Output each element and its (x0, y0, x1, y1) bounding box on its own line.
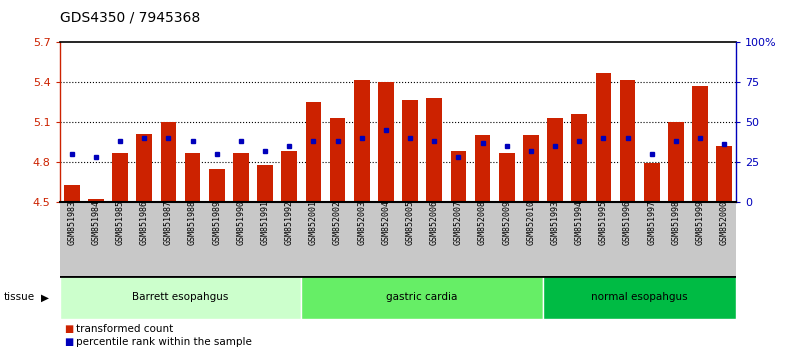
Bar (233, 153, 249, 202)
Bar (620, 80, 635, 202)
Text: tissue: tissue (4, 292, 35, 302)
Bar (595, 73, 611, 202)
Bar (302, 276, 543, 319)
Text: normal esopahgus: normal esopahgus (591, 292, 688, 302)
Bar (161, 122, 176, 202)
Text: percentile rank within the sample: percentile rank within the sample (76, 337, 252, 347)
Bar (64, 184, 80, 202)
Bar (474, 135, 490, 202)
Text: ■: ■ (64, 324, 73, 334)
Text: Barrett esopahgus: Barrett esopahgus (132, 292, 228, 302)
Text: ▶: ▶ (41, 292, 49, 302)
Text: GDS4350 / 7945368: GDS4350 / 7945368 (60, 11, 200, 25)
Bar (282, 152, 297, 202)
Bar (543, 276, 736, 319)
Bar (644, 163, 660, 202)
Text: gastric cardia: gastric cardia (387, 292, 458, 302)
Bar (354, 80, 369, 202)
Bar (136, 134, 152, 202)
Bar (499, 153, 514, 202)
Bar (523, 135, 539, 202)
Bar (547, 118, 563, 202)
Bar (209, 169, 224, 202)
Bar (572, 114, 587, 202)
Bar (451, 152, 466, 202)
Bar (185, 153, 201, 202)
Bar (693, 86, 708, 202)
Text: ■: ■ (64, 337, 73, 347)
Bar (716, 146, 732, 202)
Bar (60, 276, 302, 319)
Bar (330, 118, 345, 202)
Bar (427, 98, 442, 202)
Bar (306, 102, 322, 202)
Bar (402, 99, 418, 202)
Bar (257, 165, 273, 202)
Bar (88, 199, 103, 202)
Bar (378, 82, 394, 202)
Bar (668, 122, 684, 202)
Text: transformed count: transformed count (76, 324, 173, 334)
Bar (112, 153, 128, 202)
